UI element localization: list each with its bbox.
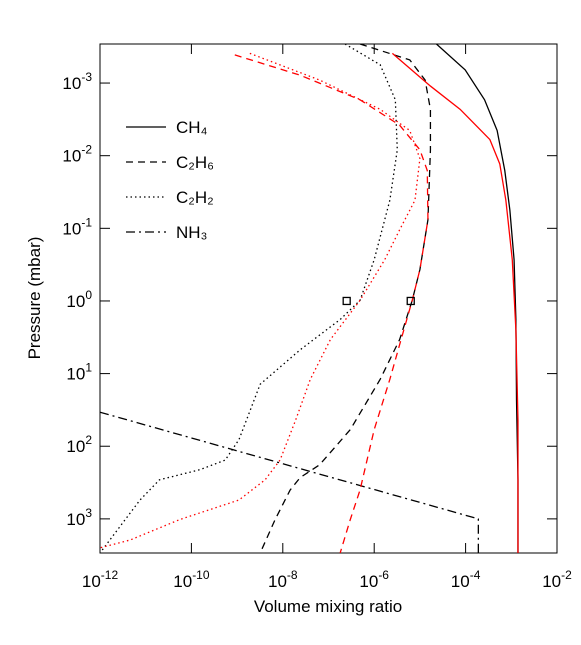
y-tick-label: 103 bbox=[66, 506, 92, 529]
x-tick-label: 10-10 bbox=[173, 568, 210, 591]
profile-line bbox=[391, 52, 519, 553]
x-tick-label: 10-12 bbox=[82, 568, 119, 591]
legend-label: NH₃ bbox=[176, 223, 207, 242]
profile-line bbox=[435, 44, 519, 553]
y-axis-label: Pressure (mbar) bbox=[25, 237, 44, 360]
profile-line bbox=[234, 54, 429, 553]
profile-line bbox=[259, 44, 432, 553]
marker-square bbox=[406, 296, 415, 306]
y-tick-label: 10-1 bbox=[62, 215, 92, 238]
plot-frame bbox=[99, 43, 558, 554]
profile-line bbox=[100, 44, 398, 553]
y-tick-label: 101 bbox=[66, 361, 92, 384]
x-axis-label: Volume mixing ratio bbox=[254, 597, 402, 616]
x-tick-label: 10-6 bbox=[359, 568, 389, 591]
y-tick-label: 10-2 bbox=[62, 143, 92, 166]
y-tick-label: 100 bbox=[66, 288, 92, 311]
x-tick-label: 10-8 bbox=[268, 568, 298, 591]
legend-label: C₂H₆ bbox=[176, 153, 214, 172]
y-tick-label: 102 bbox=[66, 433, 92, 456]
y-tick-label: 10-3 bbox=[62, 70, 92, 93]
x-tick-label: 10-2 bbox=[542, 568, 572, 591]
profile-line bbox=[100, 52, 421, 549]
profile-line bbox=[100, 411, 479, 553]
legend-label: CH₄ bbox=[176, 118, 208, 137]
x-tick-label: 10-4 bbox=[451, 568, 481, 591]
legend-label: C₂H₂ bbox=[176, 188, 214, 207]
marker-square bbox=[342, 296, 351, 306]
